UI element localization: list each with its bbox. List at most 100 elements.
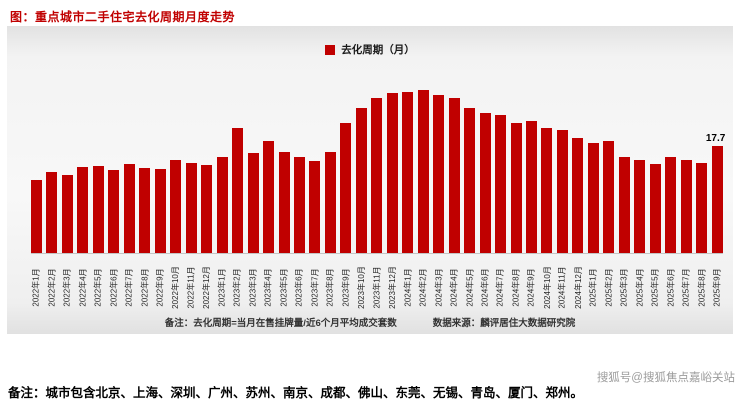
legend-swatch-icon (325, 44, 336, 55)
x-axis-label: 2024年1月 (403, 267, 413, 307)
bar (309, 161, 321, 253)
bar (634, 160, 646, 253)
chart-notes: 备注：去化周期=当月在售挂牌量/近6个月平均成交套数 数据来源：麟评居住大数据研… (7, 315, 733, 329)
bar-group (278, 83, 290, 253)
bar-group (556, 83, 568, 253)
bar (185, 162, 197, 253)
bar-group (572, 83, 584, 253)
plot-area: 17.7 (31, 83, 725, 254)
bar-group (355, 83, 367, 253)
bar-group (185, 83, 197, 253)
bar (556, 130, 568, 253)
x-axis-label: 2025年8月 (697, 267, 707, 307)
bar (340, 123, 352, 253)
bar (711, 145, 723, 253)
x-axis-label: 2023年1月 (217, 267, 227, 307)
x-axis-label: 2025年4月 (635, 267, 645, 307)
bar (278, 152, 290, 253)
bar (154, 169, 166, 253)
x-axis-label: 2023年8月 (325, 267, 335, 307)
x-axis-label: 2023年9月 (341, 267, 351, 307)
bar (417, 89, 429, 253)
bar-group (448, 83, 460, 253)
bar-group (386, 83, 398, 253)
bar-group (495, 83, 507, 253)
x-axis-label: 2023年7月 (310, 267, 320, 307)
bar (232, 127, 244, 253)
bar-group (216, 83, 228, 253)
bar-group (526, 83, 537, 253)
legend-label: 去化周期（月） (341, 44, 415, 56)
bar (665, 157, 677, 253)
x-axis-label: 2024年6月 (480, 267, 490, 307)
bar-group (464, 83, 476, 253)
bar (526, 120, 537, 253)
bar-group (108, 83, 120, 253)
bar (61, 175, 73, 253)
bar-group (402, 83, 414, 253)
bar-group (417, 83, 429, 253)
x-axis-label: 2023年12月 (387, 265, 397, 309)
bar-group: 17.7 (706, 83, 725, 253)
watermark: 搜狐号@搜狐焦点嘉峪关站 (596, 372, 735, 384)
bar-group (324, 83, 336, 253)
x-axis-label: 2022年10月 (171, 265, 181, 309)
x-axis-label: 2023年4月 (264, 267, 274, 307)
x-axis-label: 2022年12月 (202, 265, 212, 309)
x-axis-label: 2023年6月 (294, 267, 304, 307)
bar (123, 164, 135, 253)
x-axis-label: 2025年9月 (712, 267, 722, 307)
bar (479, 112, 491, 253)
x-axis-label: 2023年10月 (356, 265, 366, 309)
x-axis-label: 2024年7月 (496, 267, 506, 307)
bar (680, 160, 692, 253)
bar (324, 152, 336, 253)
x-axis-label: 2022年4月 (78, 267, 88, 307)
page-title: 图：重点城市二手住宅去化周期月度走势 (10, 10, 236, 24)
bar (247, 153, 259, 253)
bar (77, 167, 89, 253)
bar-group (247, 83, 259, 253)
bar-group (46, 83, 58, 253)
x-axis-label: 2025年7月 (681, 267, 691, 307)
bar-group (309, 83, 321, 253)
x-axis-label: 2022年3月 (62, 267, 72, 307)
bar-group (340, 83, 352, 253)
bar-group (649, 83, 661, 253)
bar (31, 180, 42, 253)
bar-group (139, 83, 151, 253)
chart-legend: 去化周期（月） (7, 42, 733, 57)
chart-note-definition: 备注：去化周期=当月在售挂牌量/近6个月平均成交套数 (164, 318, 397, 329)
bar (263, 140, 275, 253)
bar-group (201, 83, 213, 253)
x-axis-label: 2025年2月 (604, 267, 614, 307)
bar (216, 157, 228, 253)
x-axis-label: 2025年6月 (666, 267, 676, 307)
bar-group (371, 83, 383, 253)
chart-note-source: 数据来源：麟评居住大数据研究院 (432, 318, 576, 329)
x-axis-label: 2022年2月 (47, 267, 57, 307)
bar (587, 142, 599, 253)
bar-group (92, 83, 104, 253)
bar (618, 157, 630, 253)
x-axis-label: 2023年11月 (372, 265, 382, 309)
bar (541, 127, 553, 253)
bar-group (603, 83, 615, 253)
bar (572, 137, 584, 253)
x-axis-label: 2024年8月 (511, 267, 521, 307)
bar (371, 98, 383, 253)
x-axis-label: 2022年6月 (109, 267, 119, 307)
bar-group (510, 83, 522, 253)
x-axis-label: 2025年5月 (650, 267, 660, 307)
bar (46, 172, 58, 253)
bar (696, 162, 708, 253)
x-axis-label: 2024年10月 (542, 265, 552, 309)
x-axis-label: 2022年9月 (155, 267, 165, 307)
bar-group (696, 83, 708, 253)
x-axis-label: 2022年11月 (186, 265, 196, 309)
bar-group (123, 83, 135, 253)
x-axis-label: 2024年9月 (527, 267, 536, 307)
bottom-note: 备注：城市包含北京、上海、深圳、广州、苏州、南京、成都、佛山、东莞、无锡、青岛、… (8, 386, 584, 400)
x-axis-label: 2022年5月 (93, 267, 103, 307)
x-axis-label: 2025年3月 (619, 267, 629, 307)
